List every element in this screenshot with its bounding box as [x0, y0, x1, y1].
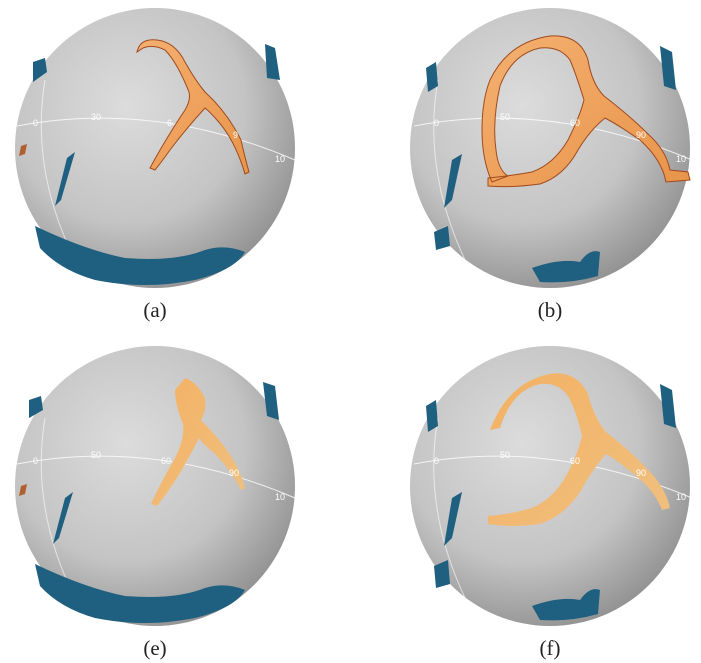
- tick-label: 0: [33, 118, 38, 128]
- blue-patch: [444, 154, 462, 208]
- blue-patch: [53, 492, 73, 544]
- tick-label: 30: [91, 112, 101, 122]
- blue-patch: [434, 560, 450, 588]
- tick-label: 50: [91, 450, 101, 460]
- tick-label: 90: [636, 130, 646, 140]
- tick-label: 10: [275, 492, 285, 502]
- tick-label: 90: [636, 468, 646, 478]
- tick-label: 9: [233, 130, 238, 140]
- tick-label: 10: [676, 492, 686, 502]
- orange-spot: [19, 144, 27, 156]
- sphere-e: 0 50 60 90 10: [15, 346, 296, 626]
- tick-label: 10: [676, 154, 686, 164]
- tick-label: 0: [33, 456, 38, 466]
- caption-a: (a): [143, 298, 167, 322]
- panel-f: 0 50 60 90 10 (f): [400, 338, 700, 660]
- blue-patch: [660, 46, 676, 90]
- blue-patch: [532, 589, 600, 621]
- caption-e: (e): [143, 636, 167, 660]
- orange-region: [481, 35, 691, 188]
- orange-region: [136, 39, 250, 175]
- blue-patch: [35, 564, 245, 623]
- sphere-f: 0 50 60 90 10: [410, 346, 693, 626]
- tick-label: 60: [570, 456, 580, 466]
- blue-patch: [434, 226, 450, 250]
- blue-patch: [35, 226, 245, 285]
- tick-label: 90: [229, 468, 239, 478]
- blue-patch: [532, 251, 600, 283]
- orange-region: [488, 373, 670, 526]
- orange-region: [151, 378, 245, 506]
- caption-f: (f): [539, 636, 561, 660]
- panel-e: 0 50 60 90 10 (e): [5, 338, 305, 660]
- tick-label: 0: [434, 118, 439, 128]
- blue-patch: [265, 44, 280, 80]
- blue-patch: [660, 384, 676, 428]
- tick-label: 60: [161, 456, 171, 466]
- sphere-a: 0 30 6 9 10: [15, 8, 296, 288]
- blue-patch: [29, 396, 43, 418]
- panel-a: 0 30 6 9 10 (a): [5, 0, 305, 322]
- blue-patch: [33, 58, 47, 82]
- blue-patch: [426, 400, 438, 432]
- tick-label: 0: [434, 456, 439, 466]
- blue-patch: [444, 492, 462, 546]
- tick-label: 50: [500, 112, 510, 122]
- panel-b: 0 50 60 90 10 (b): [400, 0, 700, 322]
- tick-label: 50: [500, 450, 510, 460]
- tick-label: 6: [167, 118, 172, 128]
- blue-patch: [263, 382, 279, 420]
- caption-b: (b): [537, 298, 563, 322]
- tick-label: 10: [275, 154, 285, 164]
- orange-spot: [19, 484, 27, 496]
- tick-label: 60: [570, 118, 580, 128]
- blue-patch: [55, 152, 75, 206]
- blue-patch: [426, 62, 438, 92]
- sphere-b: 0 50 60 90 10: [410, 8, 693, 288]
